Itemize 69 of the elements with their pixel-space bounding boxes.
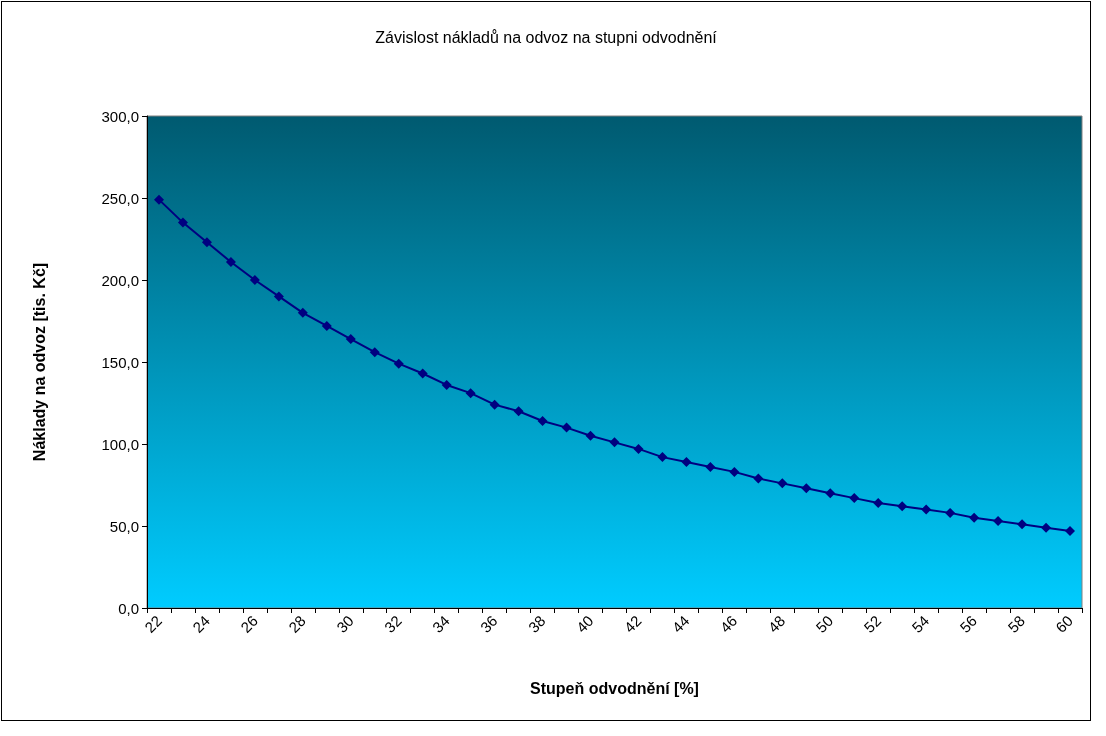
point	[537, 416, 548, 427]
point	[225, 256, 236, 267]
point	[945, 507, 956, 518]
point	[705, 461, 716, 472]
y-tick-label: 250,0	[101, 189, 139, 207]
y-tick-label: 150,0	[101, 353, 139, 371]
point	[1041, 522, 1052, 533]
point	[1017, 519, 1028, 530]
point	[273, 291, 284, 302]
point	[513, 406, 524, 417]
point	[561, 422, 572, 433]
point	[417, 368, 428, 379]
point	[345, 334, 356, 345]
chart-title: Závislost nákladů na odvoz na stupni odvodnění	[375, 28, 718, 46]
x-tick-label: 54	[908, 611, 933, 636]
x-tick-label: 36	[476, 611, 501, 636]
x-tick-label: 38	[524, 611, 549, 636]
point	[489, 399, 500, 410]
point	[681, 457, 692, 468]
y-tick-label: 50,0	[109, 517, 139, 535]
x-tick-label: 22	[141, 611, 165, 636]
point	[777, 478, 788, 489]
point	[201, 237, 212, 248]
x-axis-title: Stupeň odvodnění [%]	[530, 679, 699, 697]
point	[1065, 525, 1076, 536]
point	[177, 217, 188, 228]
point	[297, 307, 308, 318]
y-tick-label: 100,0	[101, 435, 139, 453]
x-tick-label: 44	[668, 611, 693, 636]
point	[369, 347, 380, 358]
point	[609, 437, 620, 448]
point	[729, 466, 740, 477]
x-tick-label: 32	[380, 611, 405, 636]
x-tick-label: 60	[1052, 611, 1077, 636]
x-tick-label: 52	[860, 611, 885, 636]
point	[825, 488, 836, 499]
point	[153, 194, 164, 205]
point	[897, 501, 908, 512]
point	[393, 358, 404, 369]
point	[657, 452, 668, 463]
point	[921, 504, 932, 515]
x-tick-label: 24	[189, 611, 213, 636]
y-axis-title: Náklady na odvoz [tis. Kč]	[30, 262, 48, 462]
y-tick-label: 300,0	[101, 107, 139, 125]
point	[993, 516, 1004, 527]
point	[969, 512, 980, 523]
point	[849, 493, 860, 504]
x-tick-label: 28	[285, 611, 309, 636]
point	[633, 443, 644, 454]
point	[873, 498, 884, 509]
point	[753, 473, 764, 484]
point	[249, 275, 260, 285]
x-tick-label: 26	[237, 611, 261, 636]
x-tick-label: 58	[1004, 611, 1029, 636]
point	[801, 483, 812, 494]
x-tick-label: 34	[428, 611, 453, 636]
point	[321, 320, 332, 331]
x-tick-label: 42	[620, 611, 645, 636]
point	[585, 430, 596, 441]
x-tick-label: 50	[812, 611, 837, 636]
x-tick-label: 46	[716, 611, 741, 636]
x-tick-label: 56	[956, 611, 981, 636]
x-tick-label: 48	[764, 611, 789, 636]
point	[441, 379, 452, 390]
y-tick-label: 200,0	[101, 271, 139, 289]
x-tick-label: 30	[332, 611, 357, 636]
x-tick-label: 40	[572, 611, 597, 636]
y-tick-label: 0,0	[118, 599, 139, 617]
point	[465, 388, 476, 399]
